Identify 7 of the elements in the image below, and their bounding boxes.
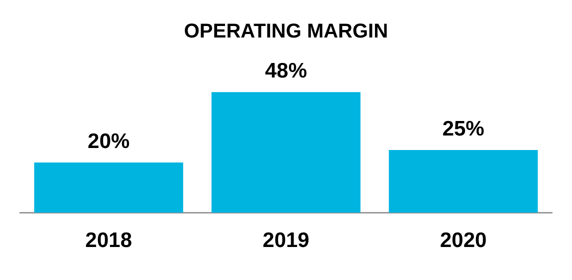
data-label: 20% — [88, 130, 130, 153]
x-tick-label: 2018 — [85, 229, 132, 252]
x-tick-label: 2020 — [440, 229, 487, 252]
chart-title: OPERATING MARGIN — [184, 20, 388, 43]
x-tick-label: 2019 — [262, 229, 310, 252]
data-label: 48% — [264, 59, 308, 82]
data-label: 25% — [442, 117, 485, 140]
